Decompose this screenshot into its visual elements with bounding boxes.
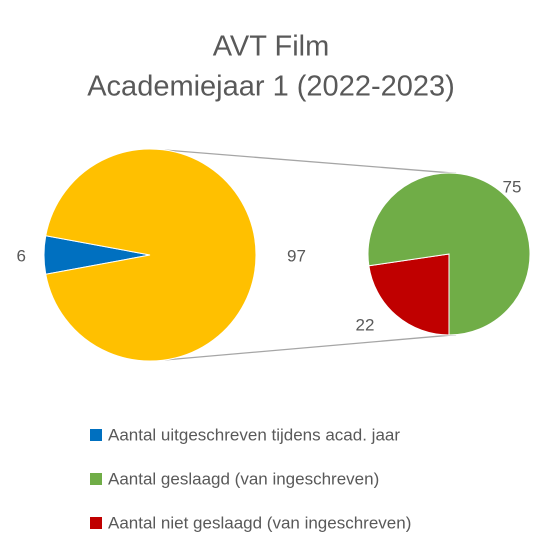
pie-slice — [45, 148, 257, 362]
data-label: 97 — [287, 246, 306, 265]
connector — [164, 334, 457, 361]
chart-title: Academiejaar 1 (2022-2023) — [87, 71, 455, 103]
legend-swatch — [90, 517, 102, 529]
legend-label: Aantal niet geslaagd (van ingeschreven) — [108, 513, 411, 532]
legend-label: Aantal uitgeschreven tijdens acad. jaar — [108, 425, 400, 444]
legend-swatch — [90, 473, 102, 485]
data-label: 6 — [17, 246, 26, 265]
legend-label: Aantal geslaagd (van ingeschreven) — [108, 469, 379, 488]
data-label: 22 — [356, 315, 375, 334]
pie-slice — [367, 172, 531, 336]
pie-slice — [368, 253, 450, 336]
legend-swatch — [90, 429, 102, 441]
data-label: 75 — [503, 177, 522, 196]
chart-title: AVT Film — [213, 31, 330, 63]
connector — [164, 149, 457, 174]
